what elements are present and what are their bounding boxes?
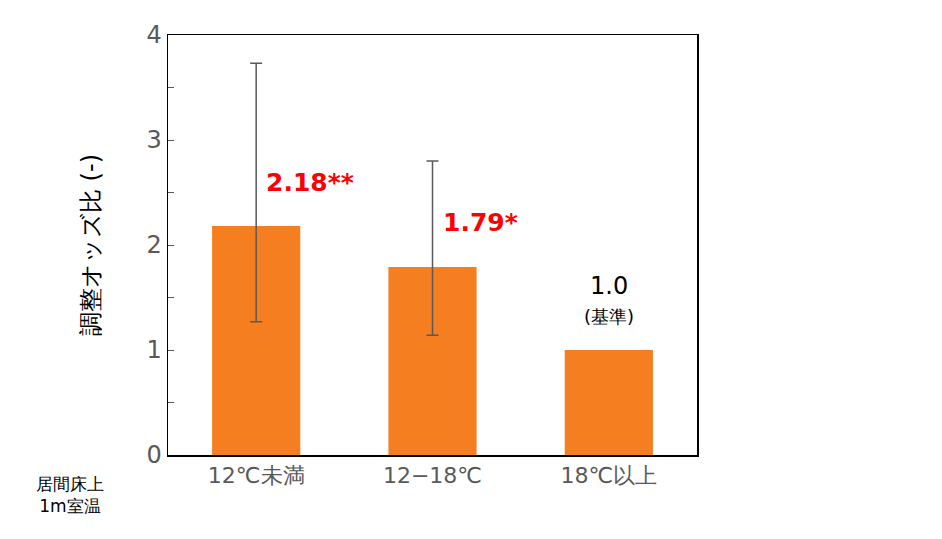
svg-text:12−18℃: 12−18℃ [383,463,482,488]
svg-text:2: 2 [146,231,161,259]
svg-text:居間床上1m室温: 居間床上1m室温 [36,474,104,516]
svg-text:2.18**: 2.18** [266,168,354,197]
svg-text:1.79*: 1.79* [443,208,518,237]
svg-text:調整オッズ比 (-): 調整オッズ比 (-) [77,154,105,336]
svg-text:3: 3 [146,126,161,154]
svg-text:4: 4 [146,21,161,49]
svg-text:12℃未満: 12℃未満 [208,463,305,488]
svg-text:0: 0 [146,441,161,469]
svg-text:1.0: 1.0 [590,272,628,300]
svg-text:1: 1 [146,336,161,364]
svg-text:(基準): (基準) [584,306,634,327]
svg-text:18℃以上: 18℃以上 [560,463,657,488]
